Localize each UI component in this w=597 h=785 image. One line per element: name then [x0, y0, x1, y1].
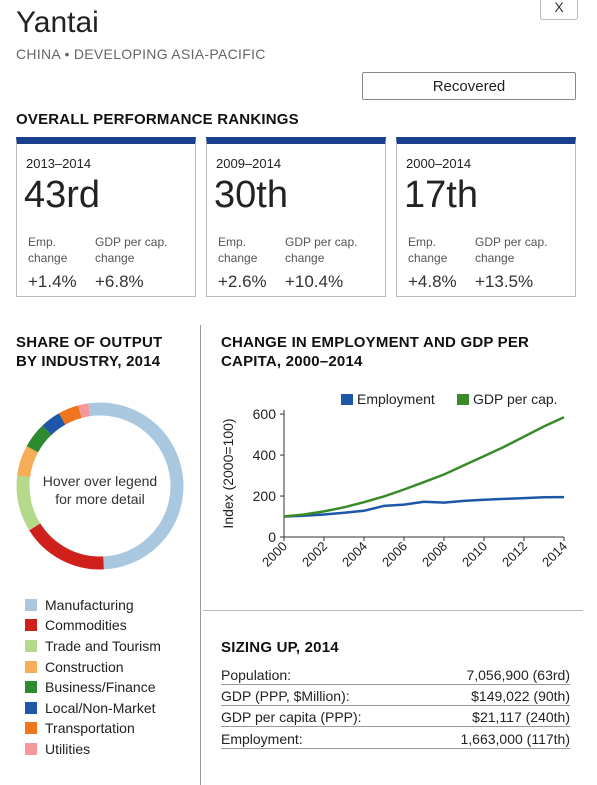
- legend-swatch: [25, 661, 37, 673]
- legend-swatch: [25, 722, 37, 734]
- x-tick-label: 2002: [299, 539, 330, 570]
- gdp-change-label: GDP per cap. change: [475, 235, 548, 265]
- employment-gdp-line-chart: 0 200 400 600 2000 2002 2004 2006 2008 2010 2012 20…: [220, 406, 570, 570]
- legend-item-local-non-market[interactable]: Local/Non-Market: [25, 700, 156, 716]
- rank-value: 17th: [404, 174, 478, 216]
- legend-swatch: [25, 640, 37, 652]
- gdp-swatch: [457, 394, 469, 405]
- industry-donut-chart: [16, 402, 184, 570]
- sizing-row-employment: Employment: 1,663,000 (117th): [221, 731, 570, 749]
- employment-swatch: [341, 394, 353, 405]
- donut-slice-local-non-market: [42, 413, 66, 436]
- series-line-gdp-per-cap: [283, 416, 565, 518]
- gdp-change-value: +13.5%: [475, 272, 534, 291]
- legend-item-construction[interactable]: Construction: [25, 659, 124, 675]
- x-tick-label: 2012: [499, 539, 530, 570]
- donut-slice-utilities: [78, 403, 91, 418]
- donut-slice-commodities: [29, 523, 104, 570]
- status-badge: Recovered: [362, 72, 576, 100]
- gdp-change-value: +10.4%: [285, 272, 344, 291]
- legend-swatch: [25, 599, 37, 611]
- chart-legend-employment: Employment: [341, 391, 435, 407]
- legend-swatch: [25, 743, 37, 755]
- legend-swatch: [25, 619, 37, 631]
- y-tick-label: 400: [253, 447, 277, 463]
- sizing-row-gdp: GDP (PPP, $Million): $149,022 (90th): [221, 688, 570, 706]
- legend-item-business-finance[interactable]: Business/Finance: [25, 679, 156, 695]
- emp-change-label: Emp. change: [218, 235, 258, 265]
- rank-value: 43rd: [24, 174, 101, 216]
- close-button[interactable]: X: [540, 0, 578, 20]
- rankings-title: OVERALL PERFORMANCE RANKINGS: [16, 111, 299, 128]
- donut-slice-transportation: [59, 405, 82, 425]
- city-subtitle: CHINA • DEVELOPING ASIA-PACIFIC: [16, 46, 266, 62]
- x-tick-label: 2000: [259, 539, 290, 570]
- rank-period: 2009–2014: [216, 156, 282, 171]
- close-icon: X: [554, 0, 564, 15]
- gdp-change-label: GDP per cap. change: [95, 235, 168, 265]
- donut-slice-construction: [17, 446, 39, 478]
- series-line-employment: [283, 495, 565, 518]
- legend-item-transportation[interactable]: Transportation: [25, 720, 135, 736]
- sizing-title: SIZING UP, 2014: [221, 639, 339, 656]
- x-tick-label: 2010: [459, 539, 490, 570]
- emp-change-label: Emp. change: [408, 235, 448, 265]
- city-title: Yantai: [16, 6, 99, 39]
- donut-center-hint: Hover over legend for more detail: [42, 473, 158, 507]
- x-tick-label: 2004: [339, 539, 370, 570]
- legend-item-commodities[interactable]: Commodities: [25, 617, 127, 633]
- emp-change-value: +1.4%: [28, 272, 77, 291]
- rank-period: 2013–2014: [26, 156, 92, 171]
- x-tick-label: 2008: [419, 539, 450, 570]
- legend-item-trade-and-tourism[interactable]: Trade and Tourism: [25, 638, 161, 654]
- legend-item-manufacturing[interactable]: Manufacturing: [25, 597, 134, 613]
- rank-period: 2000–2014: [406, 156, 472, 171]
- legend-swatch: [25, 681, 37, 693]
- ranking-card-2009-2014: 2009–2014 30th Emp. change GDP per cap. ch…: [206, 137, 386, 297]
- change-title: CHANGE IN EMPLOYMENT AND GDP PER CAPITA, …: [221, 334, 530, 370]
- x-tick-label: 2014: [539, 539, 570, 570]
- y-tick-label: 200: [253, 488, 277, 504]
- donut-slice-business-finance: [26, 425, 52, 453]
- x-tick-label: 2006: [379, 539, 410, 570]
- section-divider: [203, 610, 583, 611]
- gdp-change-label: GDP per cap. change: [285, 235, 358, 265]
- sizing-row-population: Population: 7,056,900 (63rd): [221, 667, 570, 685]
- y-tick-label: 0: [268, 529, 276, 545]
- donut-slice-manufacturing: [88, 402, 184, 570]
- emp-change-label: Emp. change: [28, 235, 68, 265]
- legend-swatch: [25, 702, 37, 714]
- donut-slice-trade-and-tourism: [16, 475, 41, 531]
- share-title: SHARE OF OUTPUT BY INDUSTRY, 2014: [16, 334, 163, 370]
- ranking-card-2000-2014: 2000–2014 17th Emp. change GDP per cap. ch…: [396, 137, 576, 297]
- emp-change-value: +2.6%: [218, 272, 267, 291]
- y-tick-label: 600: [253, 406, 277, 422]
- rank-value: 30th: [214, 174, 288, 216]
- column-divider: [200, 325, 201, 785]
- sizing-row-gdp-per-capita: GDP per capita (PPP): $21,117 (240th): [221, 709, 570, 727]
- ranking-card-2013-2014: 2013–2014 43rd Emp. change GDP per cap. ch…: [16, 137, 196, 297]
- y-axis-label: Index (2000=100): [220, 418, 236, 528]
- chart-legend-gdp: GDP per cap.: [457, 391, 558, 407]
- legend-item-utilities[interactable]: Utilities: [25, 741, 90, 757]
- gdp-change-value: +6.8%: [95, 272, 144, 291]
- emp-change-value: +4.8%: [408, 272, 457, 291]
